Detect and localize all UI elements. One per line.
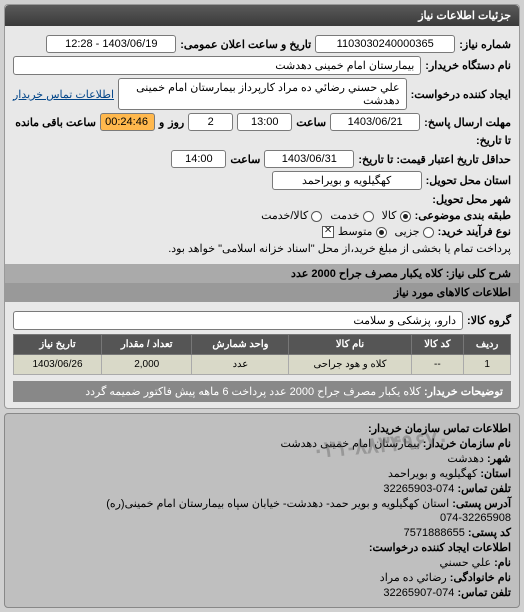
day-label: روز [168,116,184,129]
name-value: علي حسني [440,557,492,569]
product-group-value: دارو، پزشکی و سلامت [13,311,463,330]
buyer-name-value: بیمارستان امام خمینی دهدشت [13,56,421,75]
topic-radio-group: کالا خدمت کالا/خدمت [261,209,411,222]
cell-rownum: 1 [464,355,511,375]
radio-jozi-label: جزیی [395,226,420,238]
org-name-value: بیمارستان امام خمینی دهدشت [281,438,420,450]
deadline-to-label: تا تاریخ: [476,134,511,147]
province-value: کهگیلویه و بویراحمد [272,171,422,190]
phone-value: 074-32265903 [383,483,454,495]
validity-from-label: حداقل تاریخ اعتبار قیمت: تا تاریخ: [358,153,511,166]
radio-dot-icon [363,211,374,222]
phone2-label: تلفن تماس: [457,587,511,599]
col-qty: تعداد / مقدار [102,335,192,355]
deadline-date: 1403/06/21 [330,113,420,131]
product-group-label: گروه کالا: [467,314,511,327]
phone-alt-value: 074-32265908 [440,512,511,524]
contact-section-label: اطلاعات تماس سازمان خریدار: [368,423,511,435]
col-name: نام کالا [289,335,411,355]
requester-value: علي حسني رضائي ده مراد کارپرداز بیمارستا… [118,78,407,110]
radio-dot-icon [311,211,322,222]
col-rownum: ردیف [464,335,511,355]
radio-jozi[interactable]: جزیی [395,225,434,238]
cell-date: 1403/06/26 [14,355,102,375]
phone-label: تلفن تماس: [457,483,511,495]
buyer-notes-value: کلاه یکبار مصرف جراح 2000 عدد پرداخت 6 م… [85,386,421,398]
postal-code-value: 7571888655 [404,527,465,539]
days-left: 2 [188,113,233,131]
need-number-label: شماره نیاز: [459,38,511,51]
city2-value: دهدشت [447,453,484,465]
city-label: شهر محل تحویل: [432,193,511,206]
process-label: نوع فرآیند خرید: [438,225,511,238]
need-title-value: کلاه یکبار مصرف جراح 2000 عدد [291,268,443,280]
time-label-2: ساعت [230,153,260,166]
payment-note: پرداخت تمام یا بخشی از مبلغ خرید،از محل … [168,242,511,255]
deadline-time: 13:00 [237,113,292,131]
phone2-value: 074-32265907 [383,587,454,599]
radio-both-label: کالا/خدمت [261,210,308,222]
process-radio-group: جزیی متوسط [338,225,434,238]
radio-motavaset-label: متوسط [338,226,373,238]
radio-dot-icon [400,211,411,222]
radio-motavaset[interactable]: متوسط [338,225,387,238]
radio-khedmat[interactable]: خدمت [330,209,373,222]
need-title-label: شرح کلی نیاز: [446,268,511,280]
radio-dot-icon [376,227,387,238]
col-date: تاریخ نیاز [14,335,102,355]
province-label: استان محل تحویل: [426,174,511,187]
announce-value: 1403/06/19 - 12:28 [46,35,176,53]
buyer-notes-row: توضیحات خریدار: کلاه یکبار مصرف جراح 200… [13,381,511,402]
family-value: رضائي ده مراد [380,572,447,584]
panel-title: جزئیات اطلاعات نیاز [418,10,511,22]
need-number-value: 1103030240000365 [315,35,455,53]
contact-panel: ۰۲۱-۸۸۳۴۹۶۷۰ اطلاعات تماس سازمان خریدار:… [4,413,520,608]
family-label: نام خانوادگی: [450,572,511,584]
topic-class-label: طبقه بندی موضوعی: [415,209,511,222]
postal-code-label: کد پستی: [468,527,511,539]
time-label-1: ساعت [296,116,326,129]
items-section-bar: اطلاعات کالاهای مورد نیاز [5,283,519,302]
deadline-from-label: مهلت ارسال پاسخ: [424,116,511,129]
province2-value: کهگیلویه و بویراحمد [388,468,477,480]
time-left: 00:24:46 [100,113,155,131]
announce-label: تاریخ و ساعت اعلان عمومی: [180,38,311,51]
buyer-name-label: نام دستگاه خریدار: [425,59,511,72]
col-code: کد کالا [411,335,464,355]
requester-label: ایجاد کننده درخواست: [411,88,511,101]
and-label: و [159,116,164,129]
requester-info-label: اطلاعات ایجاد کننده درخواست: [369,542,511,554]
validity-time: 14:00 [171,150,226,168]
radio-kala[interactable]: کالا [382,209,411,222]
treasury-checkbox[interactable] [322,226,334,238]
cell-code: -- [411,355,464,375]
org-name-label: نام سازمان خریدار: [423,438,511,450]
province2-label: استان: [480,468,511,480]
table-row: 1 -- کلاه و هود جراحی عدد 2,000 1403/06/… [14,355,511,375]
radio-both[interactable]: کالا/خدمت [261,209,322,222]
items-table: ردیف کد کالا نام کالا واحد شمارش تعداد /… [13,334,511,375]
buyer-info-link[interactable]: اطلاعات تماس خریدار [13,88,114,101]
postal-addr-value: استان کهگیلویه و بویر حمد- دهدشت- خیابان… [106,498,449,510]
validity-date: 1403/06/31 [264,150,354,168]
remaining-label: ساعت باقی مانده [15,116,96,129]
radio-dot-icon [423,227,434,238]
need-details-panel: جزئیات اطلاعات نیاز شماره نیاز: 11030302… [4,4,520,409]
col-unit: واحد شمارش [192,335,289,355]
radio-kala-label: کالا [382,210,397,222]
buyer-notes-label: توضیحات خریدار: [424,386,503,398]
items-section-label: اطلاعات کالاهای مورد نیاز [394,287,511,299]
radio-khedmat-label: خدمت [330,210,359,222]
city2-label: شهر: [487,453,511,465]
table-header-row: ردیف کد کالا نام کالا واحد شمارش تعداد /… [14,335,511,355]
cell-qty: 2,000 [102,355,192,375]
name-label: نام: [494,557,511,569]
postal-addr-label: آدرس پستی: [452,498,511,510]
need-title-bar: شرح کلی نیاز: کلاه یکبار مصرف جراح 2000 … [5,264,519,283]
panel-header: جزئیات اطلاعات نیاز [5,5,519,26]
cell-unit: عدد [192,355,289,375]
cell-name: کلاه و هود جراحی [289,355,411,375]
